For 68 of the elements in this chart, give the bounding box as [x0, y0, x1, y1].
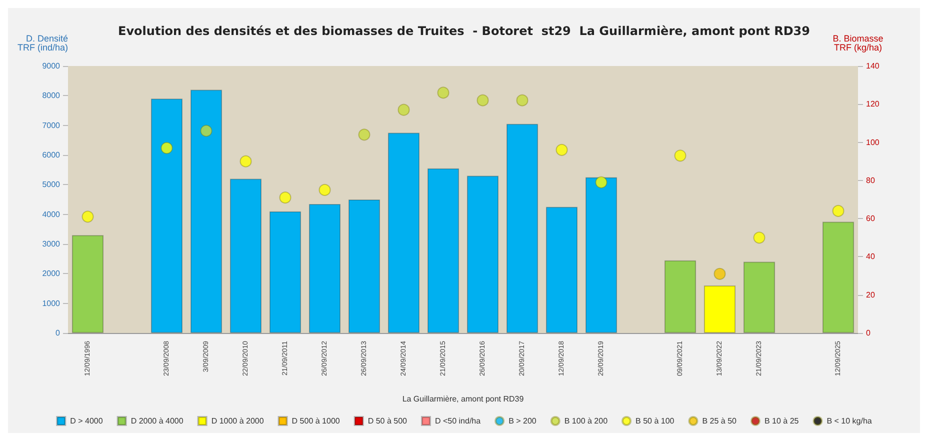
- y-axis-title: D. Densité TRF (ind/ha): [17, 34, 68, 52]
- legend-label: D 50 à 500: [368, 416, 408, 426]
- bar: [230, 178, 262, 333]
- point: [160, 142, 173, 154]
- y-tick-label: 6000: [42, 150, 61, 160]
- bar: [427, 168, 460, 333]
- point: [714, 268, 726, 280]
- point: [476, 94, 489, 106]
- legend-label: B > 200: [508, 416, 537, 426]
- y2-tick-label: 0: [866, 328, 871, 338]
- y2-axis-title: B. Biomasse TRF (kg/ha): [832, 34, 884, 52]
- y-tick-label: 1000: [42, 298, 61, 308]
- legend-label: B 10 à 25: [764, 416, 800, 426]
- legend-label: D 2000 à 4000: [130, 416, 184, 426]
- y-tick-label: 7000: [42, 120, 61, 130]
- y2-tick-label: 100: [866, 138, 880, 147]
- bar: [546, 206, 578, 333]
- y-tick-label: 5000: [42, 180, 61, 190]
- point: [437, 86, 450, 99]
- bar: [72, 235, 104, 333]
- legend-label: B 25 à 50: [702, 416, 738, 426]
- point: [832, 204, 844, 217]
- bar: [308, 204, 341, 333]
- point: [398, 104, 410, 116]
- bar: [822, 222, 854, 333]
- legend-label: B < 10 kg/ha: [826, 416, 872, 426]
- y2-tick-label: 40: [866, 252, 876, 262]
- point: [318, 184, 331, 196]
- bar: [506, 124, 538, 333]
- chart-title: Evolution des densités et des biomasses de Truites - Botoret st29 La Guillarmière, amont pont RD39: [118, 24, 810, 38]
- y-tick-label: 3000: [42, 240, 61, 248]
- bar: [664, 260, 696, 333]
- bar: [704, 286, 736, 333]
- point: [279, 192, 292, 204]
- point: [240, 155, 252, 168]
- point: [595, 176, 608, 188]
- y2-tick-label: 20: [866, 290, 876, 300]
- y-tick-label: 2000: [42, 269, 61, 278]
- bar: [388, 132, 420, 333]
- point: [556, 144, 568, 156]
- point: [753, 232, 766, 244]
- bar: [269, 211, 302, 333]
- legend-label: B 50 à 100: [636, 416, 675, 426]
- legend-label: D 500 à 1000: [292, 416, 340, 426]
- point: [358, 128, 370, 141]
- legend-label: B 100 à 200: [564, 416, 608, 426]
- y2-tick-label: 140: [866, 62, 880, 70]
- point: [674, 150, 686, 162]
- legend-label: D > 4000: [70, 416, 104, 426]
- bar: [150, 98, 183, 333]
- bar: [743, 262, 776, 333]
- y2-tick-label: 80: [866, 176, 876, 185]
- legend-label: D <50 ind/ha: [434, 416, 482, 426]
- bar: [466, 176, 499, 333]
- y-tick-label: 9000: [42, 62, 61, 70]
- point: [200, 124, 212, 137]
- x-axis-title: La Guillarmière, amont pont RD39: [402, 394, 524, 404]
- y2-tick-label: 120: [866, 100, 880, 109]
- bar: [190, 90, 222, 333]
- point: [516, 94, 528, 106]
- y-tick-label: 8000: [42, 91, 61, 100]
- y-tick-label: 4000: [42, 210, 61, 219]
- y2-tick-label: 60: [866, 214, 876, 224]
- y-tick-label: 0: [56, 328, 61, 338]
- bar: [348, 200, 380, 333]
- bar: [585, 177, 618, 333]
- legend-label: D 1000 à 2000: [211, 416, 264, 426]
- point: [82, 210, 94, 223]
